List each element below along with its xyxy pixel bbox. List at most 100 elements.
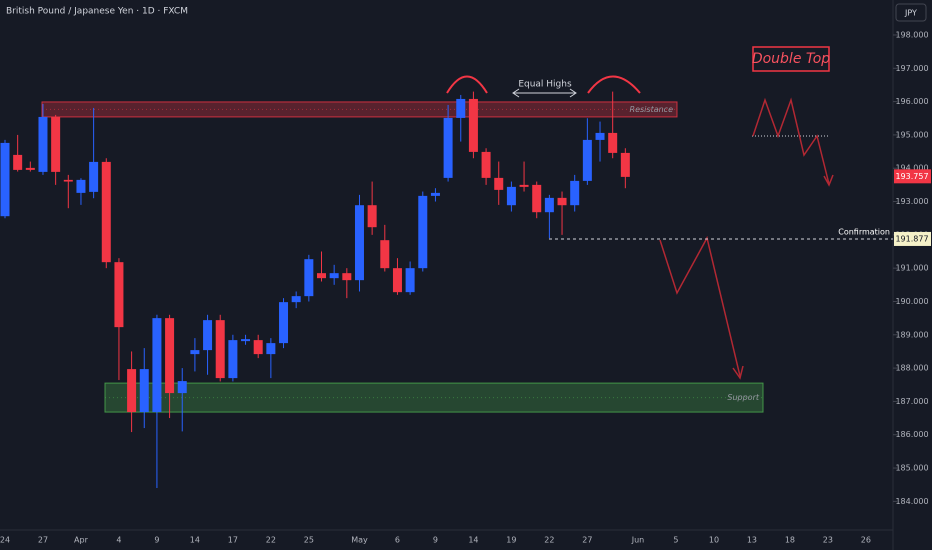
candle-body — [304, 259, 314, 297]
candle-body — [532, 184, 542, 213]
zone — [41, 101, 678, 118]
y-tick-label: 198.000 — [895, 30, 928, 39]
sketch-path — [752, 97, 830, 185]
y-tick-label: 193.000 — [895, 197, 928, 206]
candle-body — [0, 142, 10, 217]
candle-body — [354, 205, 364, 281]
candle-body — [544, 197, 554, 213]
candle-body — [570, 180, 580, 206]
candle-body — [266, 343, 276, 355]
candle-body — [25, 167, 35, 170]
candle-body — [215, 320, 225, 379]
x-tick-label: 9 — [154, 536, 159, 545]
candle-body — [494, 177, 504, 190]
candle-body — [190, 350, 200, 355]
candle-body — [506, 186, 516, 206]
x-tick-label: 9 — [433, 536, 438, 545]
x-tick-label: 22 — [266, 536, 276, 545]
x-tick-label: 19 — [506, 536, 516, 545]
candle-body — [101, 161, 111, 263]
x-tick-label: 27 — [38, 536, 48, 545]
candle-body — [468, 98, 478, 152]
x-tick-label: 26 — [861, 536, 871, 545]
candle-body — [418, 195, 428, 269]
confirmation-label: Confirmation — [838, 227, 890, 236]
y-tick-label: 188.000 — [895, 364, 928, 373]
highs-label: Equal Highs — [518, 80, 572, 90]
y-tick-label: 184.000 — [895, 497, 928, 506]
candle-body — [127, 369, 137, 413]
candle-body — [177, 381, 187, 394]
zone-label: Resistance — [630, 105, 674, 114]
y-tick-label: 196.000 — [895, 97, 928, 106]
candle-body — [582, 139, 592, 181]
candle-body — [392, 268, 402, 293]
currency-box — [895, 3, 927, 22]
candle-body — [430, 192, 440, 196]
candle-body — [443, 117, 453, 178]
x-tick-label: 23 — [823, 536, 833, 545]
candle-body — [51, 116, 61, 172]
candle-body — [165, 318, 175, 394]
x-tick-label: Jun — [631, 536, 645, 545]
candle-body — [89, 161, 99, 192]
symbol-title: British Pound / Japanese Yen · 1D · FXCM — [6, 7, 188, 17]
candle-body — [76, 179, 86, 193]
candle-body — [405, 268, 415, 293]
x-tick-label: 22 — [544, 536, 554, 545]
x-tick-label: 25 — [304, 536, 314, 545]
candle-body — [279, 302, 289, 344]
candle-body — [519, 184, 529, 187]
candle-body — [241, 339, 251, 342]
y-tick-label: 190.000 — [895, 297, 928, 306]
arrow-head — [512, 88, 577, 98]
candle-body — [253, 340, 263, 355]
candle-body — [481, 151, 491, 178]
x-tick-label: Apr — [74, 536, 89, 545]
y-tick-label: 197.000 — [895, 64, 928, 73]
x-tick-label: 10 — [709, 536, 719, 545]
x-tick-label: 6 — [395, 536, 400, 545]
candle-body — [114, 262, 124, 328]
candle-body — [456, 98, 466, 118]
x-tick-label: 4 — [116, 536, 121, 545]
y-tick-label: 195.000 — [895, 130, 928, 139]
x-tick-label: 13 — [747, 536, 757, 545]
candle-body — [595, 132, 605, 140]
x-tick-label: 14 — [468, 536, 478, 545]
projection-path — [659, 235, 741, 377]
top-arc — [446, 75, 488, 94]
candle-body — [13, 154, 23, 170]
annotations — [446, 46, 834, 380]
confirmation-price: 191.877 — [895, 234, 928, 243]
y-tick-label: 194.000 — [895, 164, 928, 173]
candle-body — [608, 132, 618, 153]
candle-body — [291, 296, 301, 303]
candle-body — [329, 273, 339, 279]
last-price-tag — [894, 169, 931, 184]
y-tick-label: 187.000 — [895, 397, 928, 406]
zones — [41, 101, 764, 413]
candle-body — [317, 273, 326, 279]
zone-label: Support — [727, 393, 759, 402]
candle-body — [228, 340, 238, 379]
candle-body — [367, 205, 377, 228]
y-tick-label: 186.000 — [895, 430, 928, 439]
x-tick-label: 14 — [190, 536, 200, 545]
top-arc — [587, 75, 641, 94]
arrow-head — [823, 174, 834, 187]
candle-body — [139, 369, 149, 413]
arrow-head — [732, 365, 744, 380]
x-tick-label: 17 — [228, 536, 238, 545]
last-price: 193.757 — [895, 172, 928, 181]
candle-body — [63, 179, 73, 182]
x-tick-label: May — [351, 536, 368, 545]
currency: JPY — [904, 9, 917, 18]
pattern-box — [752, 46, 830, 72]
candle-body — [557, 197, 567, 206]
candle-body — [38, 116, 48, 172]
candle-body — [342, 273, 352, 281]
x-tick-label: 18 — [785, 536, 795, 545]
